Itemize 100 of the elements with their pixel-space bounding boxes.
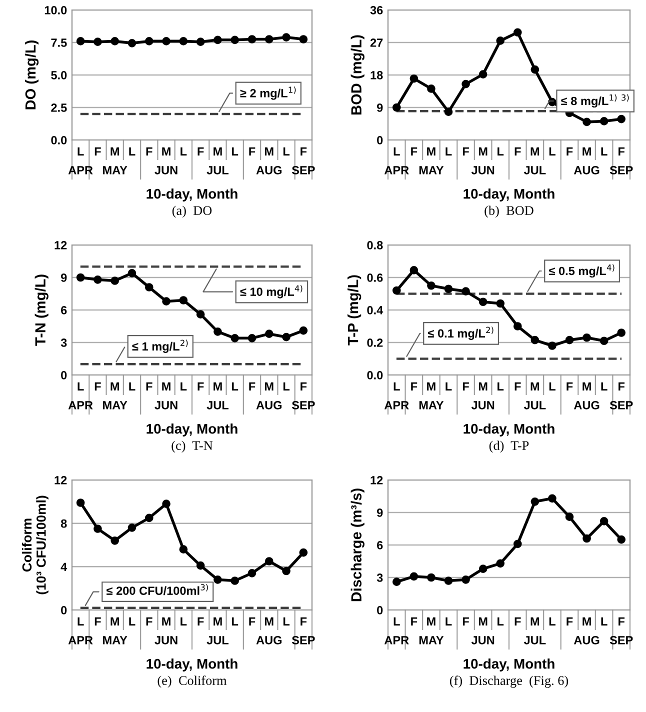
- text: MAY: [103, 636, 128, 644]
- point: [162, 297, 170, 306]
- point: [513, 28, 522, 37]
- point: [600, 517, 608, 526]
- point: [282, 566, 290, 576]
- y-axis-title: BOD (mg/L): [350, 35, 364, 115]
- point: [496, 36, 505, 45]
- y-tick-label: 3: [60, 338, 67, 347]
- text: APR: [68, 166, 93, 174]
- point: [444, 284, 453, 294]
- x-tick-label: L: [232, 147, 238, 156]
- point: [94, 276, 102, 284]
- x-tick-label: L: [446, 382, 452, 390]
- point: [478, 564, 488, 573]
- x-tick-label: M: [427, 617, 436, 626]
- point: [565, 336, 574, 344]
- point: [230, 334, 240, 342]
- text: JUL: [206, 401, 229, 410]
- point: [617, 114, 626, 124]
- text: JUN: [154, 636, 178, 644]
- text: JUL: [206, 636, 229, 644]
- x-tick-label: F: [300, 147, 307, 156]
- point: [427, 573, 436, 582]
- point: [110, 276, 120, 285]
- x-tick-label: F: [514, 147, 521, 156]
- point: [617, 328, 626, 337]
- y-tick-label: 12: [370, 476, 383, 484]
- text: JUN: [154, 401, 178, 410]
- ref-line-label: ≤ 0.5 mg/L$^{4)}$: [549, 264, 614, 278]
- y-tick-label: 12: [54, 476, 67, 484]
- x-tick-label: L: [283, 617, 290, 626]
- point: [392, 578, 401, 586]
- point: [410, 74, 418, 83]
- point: [144, 283, 154, 292]
- x-tick-label: L: [78, 147, 84, 156]
- x-tick-label: F: [94, 617, 101, 626]
- x-tick-label: L: [232, 382, 238, 390]
- y-tick-label: 0: [61, 606, 67, 614]
- point: [462, 287, 470, 296]
- point: [214, 576, 222, 584]
- point: [530, 336, 540, 344]
- y-tick-label: 36: [370, 6, 383, 14]
- text: AUG: [256, 166, 282, 174]
- point: [248, 334, 256, 342]
- x-tick-label: F: [411, 617, 418, 626]
- point: [530, 498, 540, 506]
- x-tick-label: F: [411, 382, 418, 390]
- point: [392, 103, 401, 112]
- x-tick-label: L: [129, 617, 136, 626]
- y-tick-label: 9: [60, 274, 67, 282]
- ref-line-label: ≤ 200 CFU/100ml$^{3)}$: [106, 584, 208, 596]
- x-tick-label: F: [566, 617, 573, 626]
- x-axis-title: 10-day, Month: [464, 424, 554, 436]
- x-tick-label: F: [198, 147, 204, 156]
- point: [444, 108, 453, 116]
- text: AUG: [256, 401, 282, 410]
- y-tick-label: 4: [60, 562, 68, 571]
- text: JUL: [524, 636, 546, 644]
- y-tick-label: 8: [60, 519, 67, 528]
- point: [478, 70, 488, 78]
- point: [582, 333, 591, 342]
- point: [427, 84, 436, 93]
- point: [392, 286, 401, 295]
- y-tick-label: 12: [54, 241, 67, 250]
- x-tick-label: M: [530, 382, 540, 390]
- x-tick-label: L: [129, 147, 136, 156]
- text: AUG: [574, 166, 600, 174]
- x-tick-label: M: [478, 382, 488, 390]
- point: [264, 557, 274, 566]
- y-tick-label: 0.2: [367, 338, 383, 347]
- x-tick-label: L: [601, 147, 608, 156]
- point: [462, 576, 470, 584]
- y-tick-label: 0.0: [367, 371, 383, 380]
- x-tick-label: L: [78, 617, 84, 626]
- x-tick-label: F: [514, 382, 521, 390]
- x-tick-label: M: [214, 382, 222, 390]
- x-tick-label: F: [249, 147, 256, 156]
- point: [496, 299, 505, 308]
- y-tick-label: 9: [376, 104, 383, 112]
- point: [617, 535, 626, 544]
- y-axis-title: T-P (mg/L): [348, 275, 362, 346]
- y-tick-label: 5.0: [51, 71, 67, 80]
- text: JUL: [524, 166, 546, 174]
- x-tick-label: M: [110, 617, 119, 626]
- y-tick-label: 10.0: [44, 6, 67, 14]
- text: (a) DO: [172, 206, 212, 218]
- point: [582, 534, 591, 543]
- x-tick-label: F: [146, 382, 152, 390]
- point: [427, 281, 436, 290]
- x-tick-label: M: [265, 382, 274, 390]
- x-tick-label: L: [180, 147, 187, 156]
- point: [76, 273, 85, 282]
- point: [410, 266, 418, 274]
- point: [299, 548, 308, 557]
- x-tick-label: L: [549, 382, 556, 390]
- point: [110, 536, 120, 545]
- x-tick-label: F: [462, 382, 469, 390]
- x-tick-label: L: [498, 617, 504, 626]
- x-tick-label: L: [129, 382, 136, 390]
- x-axis-title: 10-day, Month: [146, 424, 238, 436]
